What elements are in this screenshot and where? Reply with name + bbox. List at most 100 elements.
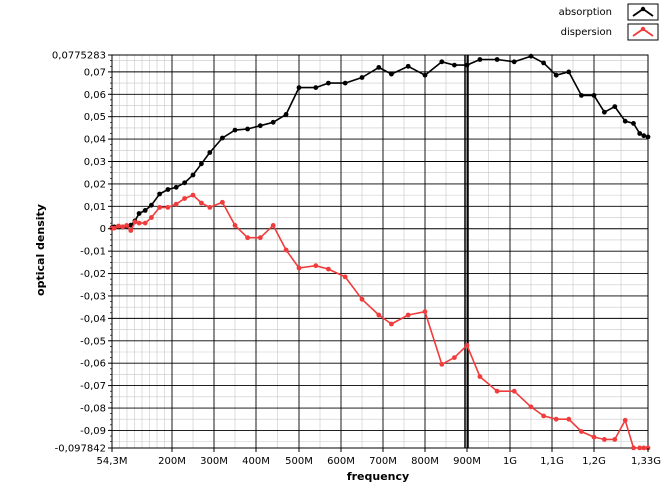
data-point-absorption [207, 150, 213, 155]
data-point-dispersion [190, 192, 196, 198]
data-point-dispersion [128, 228, 134, 233]
x-tick-label: 1,33G [631, 456, 661, 467]
data-point-dispersion [149, 215, 154, 220]
y-tick-label: 0,01 [84, 202, 106, 213]
legend-swatch-absorption[interactable] [627, 3, 659, 21]
data-point-dispersion [270, 223, 276, 228]
y-tick-label: 0 [100, 224, 106, 235]
data-point-absorption [477, 57, 483, 62]
data-point-dispersion [452, 355, 457, 360]
data-point-dispersion [464, 342, 470, 348]
data-point-dispersion [257, 235, 263, 241]
data-point-dispersion [296, 265, 302, 271]
data-point-dispersion [528, 404, 534, 410]
data-point-absorption [422, 72, 428, 78]
x-tick-label: 700M [369, 456, 397, 467]
data-point-dispersion [220, 199, 225, 205]
data-point-dispersion [207, 205, 213, 210]
data-point-absorption [541, 60, 546, 66]
legend-swatch-box[interactable] [627, 23, 659, 41]
x-tick-label: 900M [453, 456, 481, 467]
data-point-dispersion [494, 388, 500, 394]
data-point-absorption [136, 211, 142, 216]
data-point-dispersion [405, 312, 411, 318]
data-point-dispersion [641, 445, 647, 451]
data-point-dispersion [553, 416, 559, 422]
data-point-dispersion [376, 312, 382, 318]
legend: absorption dispersion [559, 3, 659, 41]
data-point-absorption [612, 104, 618, 109]
data-point-dispersion [245, 235, 251, 241]
legend-swatch-box[interactable] [627, 3, 659, 21]
y-tick-label: -0,097842 [55, 444, 106, 455]
major-grid [111, 54, 649, 449]
data-point-dispersion [142, 220, 148, 226]
y-tick-label: -0,03 [80, 291, 106, 302]
data-point-absorption [296, 85, 302, 90]
data-point-dispersion [622, 417, 628, 423]
data-point-absorption [464, 62, 470, 68]
data-point-dispersion [631, 445, 636, 451]
data-point-absorption [622, 118, 628, 124]
legend-swatch-dispersion[interactable] [627, 23, 659, 41]
y-tick-label: -0,01 [80, 247, 106, 258]
data-point-absorption [232, 127, 238, 133]
data-point-dispersion [313, 263, 319, 269]
series-absorption [109, 53, 651, 231]
data-point-absorption [326, 80, 331, 86]
y-tick-label: 0,06 [84, 90, 106, 101]
data-point-absorption [579, 93, 584, 98]
data-point-absorption [439, 59, 445, 65]
x-tick-label: 800M [411, 456, 439, 467]
data-point-absorption [190, 172, 196, 178]
x-tick-label: 1G [503, 456, 517, 467]
data-point-absorption [591, 93, 597, 98]
data-point-dispersion [541, 413, 546, 419]
data-point-dispersion [111, 225, 117, 231]
x-axis-title: frequency [347, 470, 409, 483]
data-point-dispersion [173, 201, 179, 207]
data-point-absorption [645, 134, 651, 140]
y-tick-label: 0,02 [84, 179, 106, 190]
cursor-line[interactable] [464, 55, 469, 448]
data-point-absorption [637, 131, 643, 136]
y-tick-label: 0,0775283 [52, 51, 106, 62]
data-point-dispersion [422, 309, 428, 315]
data-point-absorption [359, 75, 365, 80]
data-point-absorption [511, 59, 517, 65]
x-axis-ticks: 54,3M 200M 300M 400M 500M 600M 700M 800M 900M 1G 1… [97, 448, 661, 467]
data-point-absorption [494, 57, 500, 62]
data-point-absorption [283, 112, 289, 117]
data-point-dispersion [511, 388, 517, 394]
data-point-absorption [405, 63, 411, 69]
y-axis-title: optical density [34, 204, 47, 296]
data-point-absorption [342, 80, 348, 86]
y-tick-label: 0,03 [84, 157, 106, 168]
y-tick-label: -0,09 [80, 426, 106, 437]
data-point-dispersion [612, 437, 618, 442]
y-tick-label: -0,05 [80, 336, 106, 347]
data-point-dispersion [124, 223, 130, 228]
data-point-dispersion [116, 223, 121, 229]
series-dispersion [109, 192, 651, 451]
x-tick-label: 54,3M [97, 456, 128, 467]
data-point-absorption [257, 123, 263, 129]
data-point-absorption [313, 85, 319, 90]
data-point-dispersion [132, 219, 138, 225]
y-axis-ticks: 0,0775283 0,07 0,06 0,05 0,04 0,03 0,02 0,01 0 -0… [52, 51, 112, 455]
data-point-absorption [452, 62, 457, 68]
data-point-absorption [553, 72, 559, 78]
y-tick-label: -0,04 [80, 314, 106, 325]
y-tick-label: -0,02 [80, 269, 106, 280]
data-point-dispersion [199, 200, 204, 206]
data-point-absorption [270, 119, 276, 125]
series-group [109, 53, 651, 451]
data-point-dispersion [326, 266, 331, 272]
data-point-dispersion [359, 296, 365, 302]
x-tick-label: 1,1G [540, 456, 564, 467]
y-tick-label: -0,07 [80, 381, 106, 392]
data-point-absorption [528, 53, 534, 59]
x-tick-label: 200M [158, 456, 186, 467]
data-point-dispersion [232, 223, 238, 228]
